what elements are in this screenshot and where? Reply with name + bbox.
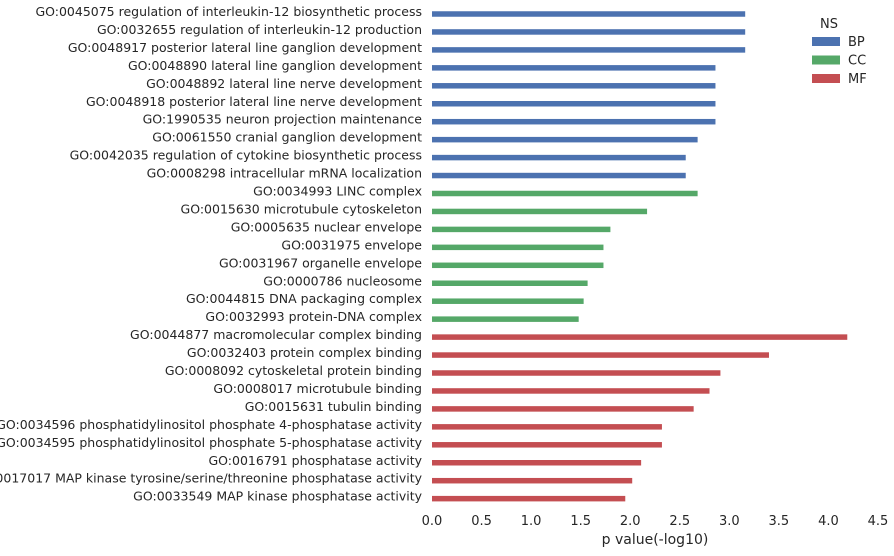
bar: [432, 11, 746, 17]
legend: NS BP CC MF: [812, 17, 867, 87]
category-label: GO:0034595 phosphatidylinositol phosphat…: [0, 435, 423, 450]
bar: [432, 262, 604, 269]
bar: [432, 424, 662, 430]
bar: [432, 154, 686, 161]
x-tick-label: 0.5: [471, 514, 492, 529]
bar: [432, 334, 848, 340]
bars-layer: [432, 11, 848, 502]
bar: [432, 136, 698, 143]
category-label: GO:0031975 envelope: [281, 237, 422, 252]
bar: [432, 370, 721, 376]
bar: [432, 83, 716, 89]
bar: [432, 442, 662, 448]
x-tick-label: 4.5: [868, 514, 889, 529]
bar: [432, 280, 588, 286]
bar: [432, 316, 579, 322]
legend-label-mf: MF: [848, 72, 867, 87]
category-label: GO:0048917 posterior lateral line gangli…: [68, 40, 422, 55]
category-label: GO:0016791 phosphatase activity: [208, 453, 422, 468]
bar: [432, 118, 716, 125]
category-label: GO:0005635 nuclear envelope: [231, 219, 423, 234]
bar: [432, 226, 611, 233]
bar: [432, 406, 694, 412]
category-label: GO:0032993 protein-DNA complex: [205, 309, 422, 324]
category-label: GO:0061550 cranial ganglion development: [152, 130, 422, 145]
x-tick-label: 2.5: [669, 514, 690, 529]
x-tick-label: 1.0: [521, 514, 542, 529]
category-label: GO:0045075 regulation of interleukin-12 …: [35, 4, 422, 19]
category-label: GO:0048918 posterior lateral line nerve …: [86, 94, 422, 109]
category-label: GO:0048890 lateral line ganglion develop…: [128, 58, 422, 73]
bar: [432, 477, 633, 484]
legend-entries: BP CC MF: [812, 35, 867, 87]
category-label: GO:0008017 microtubule binding: [213, 381, 422, 396]
category-label: GO:0042035 regulation of cytokine biosyn…: [70, 148, 422, 163]
bar: [432, 172, 686, 179]
category-label: GO:0008298 intracellular mRNA localizati…: [147, 166, 422, 181]
bar: [432, 65, 716, 71]
legend-label-cc: CC: [848, 54, 866, 69]
x-axis-label: p value(-log10): [602, 532, 709, 548]
bar: [432, 495, 626, 502]
x-axis-ticks: 0.0 0.5 1.0 1.5 2.0 2.5 3.0 3.5 4.0 4.5: [422, 514, 889, 529]
category-labels: GO:0045075 regulation of interleukin-12 …: [0, 4, 423, 504]
bar: [432, 460, 642, 466]
category-label: GO:0008092 cytoskeletal protein binding: [165, 363, 422, 378]
category-label: GO:0044815 DNA packaging complex: [186, 291, 422, 306]
category-label: GO:0015631 tubulin binding: [245, 399, 422, 414]
legend-title: NS: [820, 17, 838, 32]
legend-swatch-mf: [812, 74, 840, 83]
legend-swatch-cc: [812, 55, 840, 65]
x-tick-label: 3.0: [719, 514, 740, 529]
x-tick-label: 3.5: [769, 514, 790, 529]
bar: [432, 298, 584, 304]
x-tick-label: 2.0: [620, 514, 641, 529]
category-label: GO:0034596 phosphatidylinositol phosphat…: [0, 417, 423, 432]
x-tick-label: 4.0: [818, 514, 839, 529]
category-label: GO:0031967 organelle envelope: [219, 255, 422, 270]
category-label: GO:0000786 nucleosome: [263, 273, 422, 288]
x-tick-label: 0.0: [422, 514, 443, 529]
legend-label-bp: BP: [848, 35, 865, 50]
category-label: GO:0048892 lateral line nerve developmen…: [146, 76, 422, 91]
bar: [432, 208, 648, 215]
legend-swatch-bp: [812, 37, 840, 46]
category-label: GO:0033549 MAP kinase phosphatase activi…: [133, 489, 422, 504]
bar: [432, 101, 716, 107]
category-label: GO:0034993 LINC complex: [253, 184, 422, 199]
bar: [432, 388, 710, 394]
category-label: GO:0044877 macromolecular complex bindin…: [130, 327, 422, 342]
bar: [432, 352, 769, 358]
category-label: GO:0015630 microtubule cytoskeleton: [181, 201, 422, 216]
category-label: GO:0017017 MAP kinase tyrosine/serine/th…: [0, 471, 423, 486]
bar: [432, 244, 604, 251]
category-label: GO:1990535 neuron projection maintenance: [143, 112, 423, 127]
bar: [432, 29, 746, 35]
category-label: GO:0032403 protein complex binding: [187, 345, 422, 360]
bar: [432, 47, 746, 53]
bar: [432, 190, 698, 197]
x-tick-label: 1.5: [570, 514, 591, 529]
category-label: GO:0032655 regulation of interleukin-12 …: [97, 22, 422, 37]
